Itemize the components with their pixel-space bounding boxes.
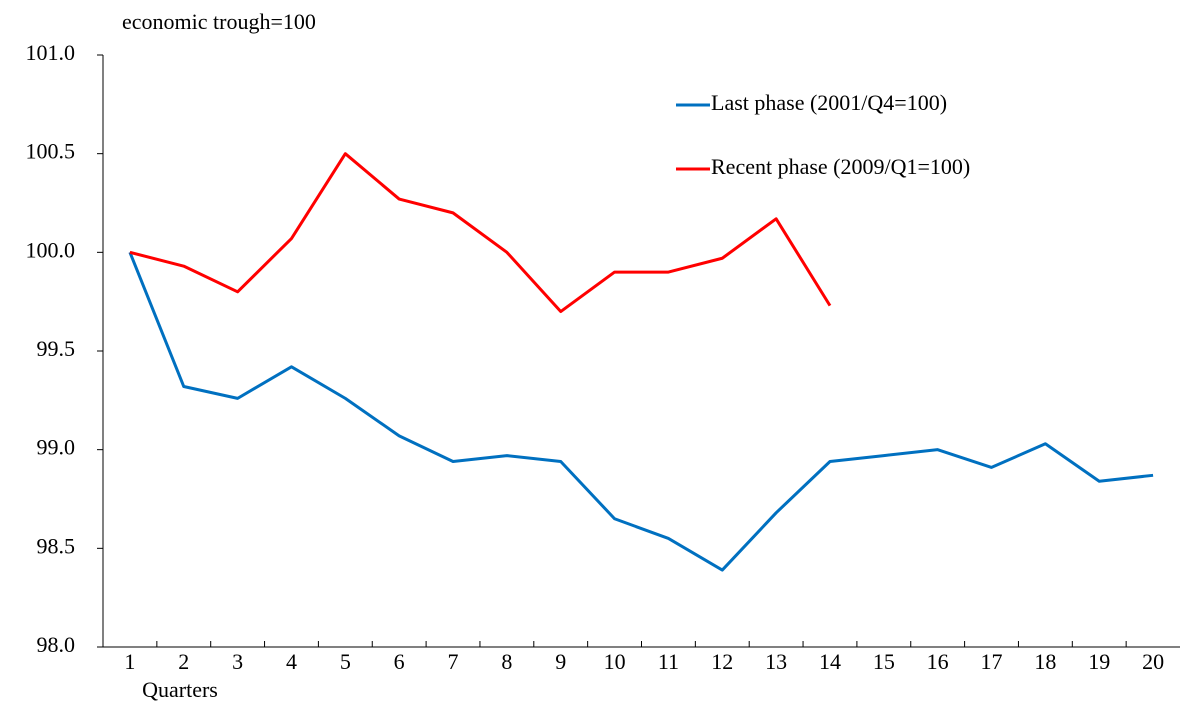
x-tick-label: 1	[124, 649, 135, 674]
x-tick-label: 2	[178, 649, 189, 674]
x-tick-label: 12	[711, 649, 733, 674]
y-tick-label: 99.5	[37, 336, 76, 361]
x-tick-label: 19	[1088, 649, 1110, 674]
y-tick-label: 100.5	[26, 139, 76, 164]
y-tick-label: 100.0	[26, 237, 76, 262]
x-tick-label: 10	[604, 649, 626, 674]
y-tick-label: 99.0	[37, 435, 76, 460]
x-tick-label: 7	[448, 649, 459, 674]
y-tick-label: 98.5	[37, 533, 76, 558]
legend-label: Last phase (2001/Q4=100)	[711, 90, 947, 115]
series-line	[128, 251, 1154, 572]
x-tick-label: 17	[981, 649, 1003, 674]
y-tick-label: 98.0	[37, 632, 76, 657]
x-tick-label: 4	[286, 649, 297, 674]
x-tick-label: 9	[555, 649, 566, 674]
x-axis-label: Quarters	[142, 677, 218, 702]
x-tick-label: 11	[658, 649, 679, 674]
x-tick-label: 16	[927, 649, 949, 674]
y-tick-label: 101.0	[26, 40, 76, 65]
x-tick-label: 15	[873, 649, 895, 674]
legend-label: Recent phase (2009/Q1=100)	[711, 154, 970, 179]
x-tick-label: 6	[394, 649, 405, 674]
x-tick-label: 3	[232, 649, 243, 674]
x-tick-label: 8	[501, 649, 512, 674]
x-tick-label: 13	[765, 649, 787, 674]
x-tick-label: 5	[340, 649, 351, 674]
x-tick-label: 14	[819, 649, 841, 674]
x-tick-label: 18	[1034, 649, 1056, 674]
x-tick-label: 20	[1142, 649, 1164, 674]
series-line	[129, 152, 832, 314]
chart-subtitle: economic trough=100	[122, 9, 316, 34]
